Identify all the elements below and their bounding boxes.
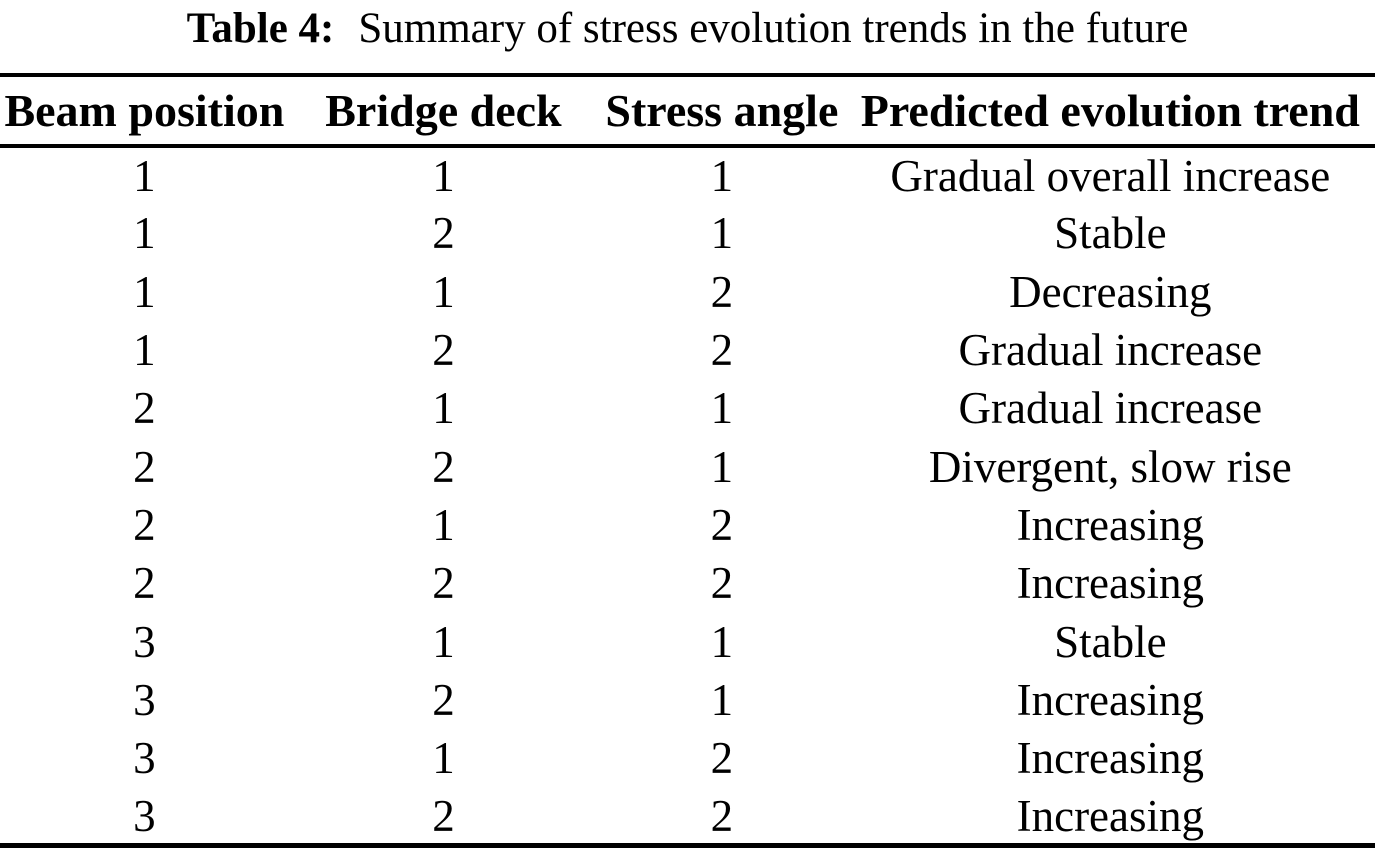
cell-trend: Stable	[1054, 616, 1167, 667]
cell-bridge-deck: 1	[432, 266, 455, 317]
stress-trends-table: Beam position Bridge deck Stress angle P…	[0, 73, 1375, 849]
cell-bridge-deck: 1	[432, 151, 455, 202]
column-header-predicted-trend: Predicted evolution trend	[860, 85, 1360, 136]
cell-bridge-deck: 1	[432, 733, 455, 784]
table-row: 3 1 1 Stable	[0, 613, 1375, 671]
cell-beam-position: 3	[133, 616, 156, 667]
table-row: 1 2 1 Stable	[0, 204, 1375, 262]
table-row: 2 1 2 Increasing	[0, 496, 1375, 554]
table-caption-text: Summary of stress evolution trends in th…	[358, 5, 1189, 52]
cell-trend: Increasing	[1016, 675, 1205, 726]
table-header: Beam position Bridge deck Stress angle P…	[0, 75, 1375, 146]
cell-trend: Gradual increase	[958, 325, 1263, 376]
cell-bridge-deck: 2	[432, 790, 455, 841]
cell-bridge-deck: 2	[432, 325, 455, 376]
cell-beam-position: 3	[133, 675, 156, 726]
table-row: 1 2 2 Gradual increase	[0, 321, 1375, 379]
cell-stress-angle: 2	[710, 325, 734, 376]
cell-bridge-deck: 2	[432, 675, 455, 726]
cell-stress-angle: 2	[710, 558, 734, 609]
cell-trend: Increasing	[1016, 790, 1205, 841]
cell-stress-angle: 2	[710, 500, 734, 551]
cell-beam-position: 1	[133, 208, 156, 259]
cell-beam-position: 3	[133, 733, 156, 784]
cell-stress-angle: 1	[710, 151, 734, 202]
cell-beam-position: 2	[133, 558, 156, 609]
cell-stress-angle: 2	[710, 790, 734, 841]
cell-bridge-deck: 2	[432, 558, 455, 609]
cell-beam-position: 2	[133, 500, 156, 551]
table-body: 1 1 1 Gradual overall increase 1 2 1 Sta…	[0, 146, 1375, 846]
cell-stress-angle: 2	[710, 266, 734, 317]
table-header-row: Beam position Bridge deck Stress angle P…	[0, 75, 1375, 146]
cell-stress-angle: 1	[710, 383, 734, 434]
cell-trend: Increasing	[1016, 500, 1205, 551]
cell-beam-position: 3	[133, 790, 156, 841]
table-caption: Table 4: Summary of stress evolution tre…	[0, 0, 1375, 73]
column-header-beam-position: Beam position	[4, 85, 285, 136]
cell-beam-position: 1	[133, 151, 156, 202]
table-row: 3 1 2 Increasing	[0, 729, 1375, 787]
cell-bridge-deck: 2	[432, 441, 455, 492]
cell-stress-angle: 1	[710, 616, 734, 667]
table-row: 2 2 2 Increasing	[0, 554, 1375, 612]
cell-stress-angle: 1	[710, 208, 734, 259]
table-row: 2 1 1 Gradual increase	[0, 379, 1375, 437]
cell-trend: Increasing	[1016, 558, 1205, 609]
cell-bridge-deck: 2	[432, 208, 455, 259]
table-caption-label: Table 4:	[186, 5, 335, 52]
cell-trend: Increasing	[1016, 733, 1205, 784]
table-row: 1 1 1 Gradual overall increase	[0, 146, 1375, 204]
cell-trend: Stable	[1054, 208, 1167, 259]
cell-trend: Divergent, slow rise	[928, 441, 1292, 492]
cell-stress-angle: 2	[710, 733, 734, 784]
cell-trend: Gradual increase	[958, 383, 1263, 434]
table-row: 3 2 2 Increasing	[0, 788, 1375, 846]
cell-bridge-deck: 1	[432, 383, 455, 434]
cell-beam-position: 1	[133, 266, 156, 317]
cell-stress-angle: 1	[710, 441, 734, 492]
table-row: 3 2 1 Increasing	[0, 671, 1375, 729]
cell-beam-position: 2	[133, 441, 156, 492]
cell-beam-position: 2	[133, 383, 156, 434]
cell-bridge-deck: 1	[432, 500, 455, 551]
cell-beam-position: 1	[133, 325, 156, 376]
cell-stress-angle: 1	[710, 675, 734, 726]
cell-bridge-deck: 1	[432, 616, 455, 667]
column-header-bridge-deck: Bridge deck	[325, 85, 562, 136]
cell-trend: Gradual overall increase	[890, 151, 1331, 202]
column-header-stress-angle: Stress angle	[605, 85, 839, 136]
cell-trend: Decreasing	[1009, 266, 1212, 317]
table-row: 2 2 1 Divergent, slow rise	[0, 438, 1375, 496]
table-row: 1 1 2 Decreasing	[0, 263, 1375, 321]
